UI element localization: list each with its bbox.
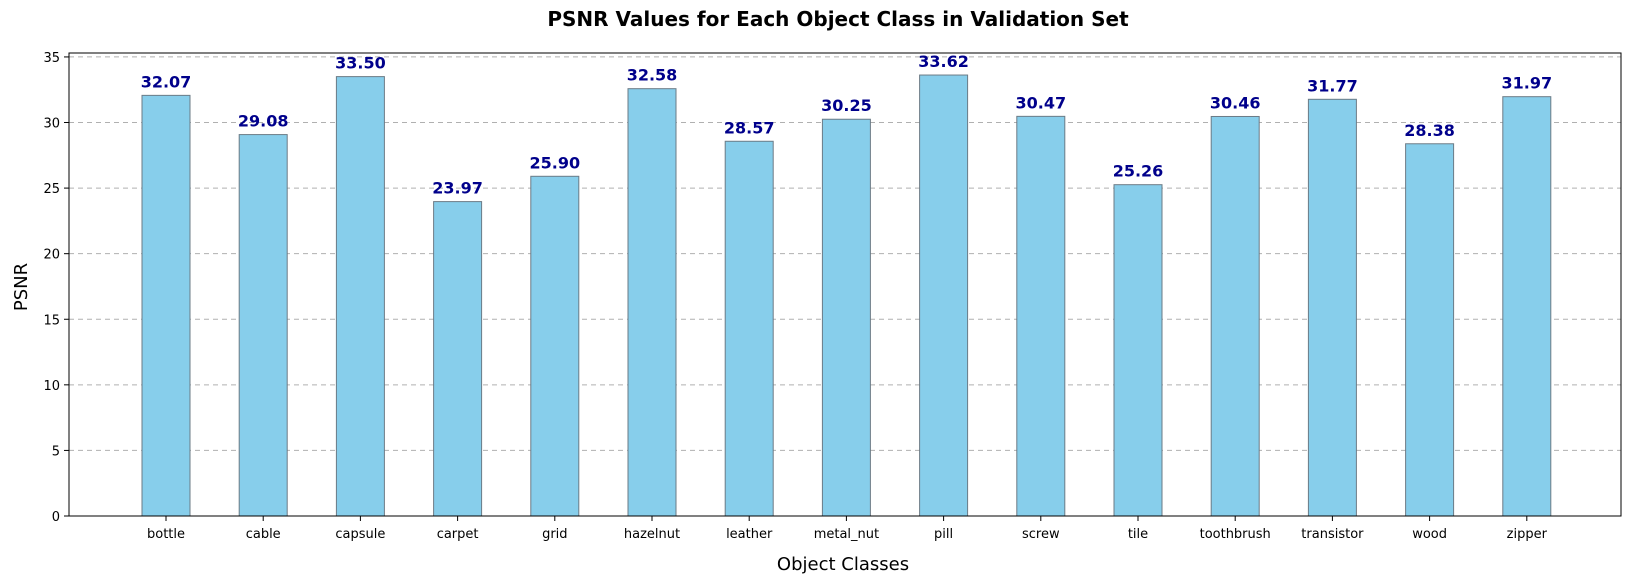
bar-value-label: 28.38 (1404, 121, 1455, 140)
x-tick-label: tile (1128, 527, 1148, 542)
bar (335, 76, 385, 517)
bar (1307, 98, 1357, 517)
y-tick-label: 5 (52, 444, 60, 459)
bar-value-label: 28.57 (724, 118, 775, 137)
bar-value-label: 32.07 (141, 72, 192, 91)
bar-value-label: 33.62 (918, 52, 969, 71)
y-tick-label: 20 (43, 248, 60, 263)
x-tick-label: carpet (437, 527, 479, 542)
x-tick-label: capsule (335, 527, 385, 542)
x-tick-label: pill (934, 527, 953, 542)
bar (627, 88, 677, 517)
bar (724, 140, 774, 517)
bar (1502, 96, 1552, 517)
bar-value-label: 25.90 (529, 153, 580, 172)
value-labels: 32.07 29.08 33.50 23.97 25.90 32.58 28.57 30.25… (141, 52, 1552, 198)
bar (141, 94, 191, 517)
bar-value-label: 33.50 (335, 54, 386, 73)
x-tick-label: cable (246, 527, 281, 542)
bar (433, 201, 483, 517)
x-tick-label: screw (1022, 527, 1060, 542)
bar-value-label: 31.77 (1307, 76, 1358, 95)
y-tick-label: 15 (43, 313, 60, 328)
x-tick-label: toothbrush (1200, 527, 1271, 542)
x-tick-label: metal_nut (814, 527, 879, 542)
bars (141, 74, 1552, 517)
bar-value-label: 30.46 (1210, 93, 1261, 112)
bar (1210, 115, 1260, 517)
bar-value-label: 25.26 (1113, 162, 1164, 181)
x-axis-label: Object Classes (777, 554, 909, 575)
x-tick-label: transistor (1301, 527, 1364, 542)
y-tick-label: 0 (52, 510, 60, 525)
bar (919, 74, 969, 517)
y-tick-label: 35 (43, 51, 60, 66)
x-tick-label: zipper (1507, 527, 1548, 542)
bar-value-label: 30.25 (821, 96, 872, 115)
bar (530, 175, 580, 517)
bar-value-label: 23.97 (432, 179, 483, 198)
x-tick-label: wood (1412, 527, 1447, 542)
x-tick-label: leather (726, 527, 773, 542)
y-tick-label: 30 (43, 117, 60, 132)
y-axis-label: PSNR (11, 263, 32, 311)
x-tick-label: grid (542, 527, 567, 542)
y-axis-ticks: 0 5 10 15 20 25 30 35 (43, 51, 69, 525)
x-axis-ticks: bottle cable capsule carpet grid hazelnut leat… (147, 516, 1548, 542)
bar-value-label: 29.08 (238, 112, 289, 131)
bar-value-label: 31.97 (1501, 74, 1552, 93)
x-tick-label: hazelnut (624, 527, 680, 542)
bar-value-label: 32.58 (627, 66, 678, 85)
y-tick-label: 25 (43, 182, 60, 197)
bar-value-label: 30.47 (1015, 93, 1066, 112)
bar (1113, 184, 1163, 517)
bar (238, 134, 288, 517)
chart-title: PSNR Values for Each Object Class in Val… (547, 7, 1129, 31)
bar (821, 118, 871, 517)
x-tick-label: bottle (147, 527, 185, 542)
bar (1016, 115, 1066, 517)
plot-frame (68, 52, 1622, 517)
y-tick-label: 10 (43, 379, 60, 394)
bar (1405, 143, 1455, 517)
